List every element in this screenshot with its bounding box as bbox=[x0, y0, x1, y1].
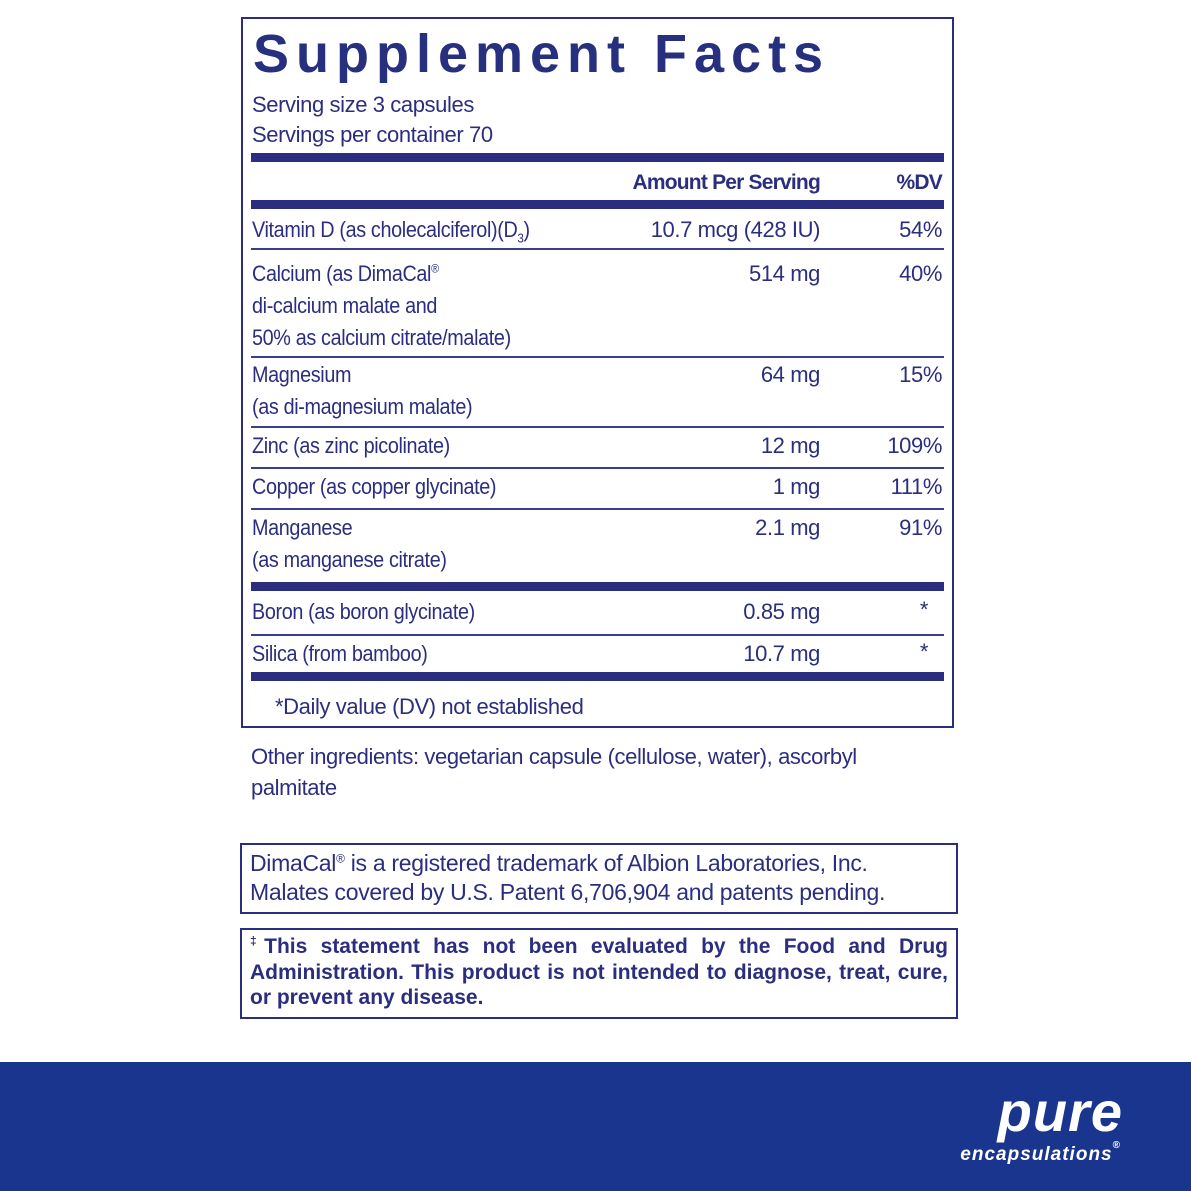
nutrient-dv: 54% bbox=[899, 217, 942, 242]
nutrient-amount: 514 mg bbox=[749, 261, 820, 286]
nutrient-amount: 12 mg bbox=[760, 433, 821, 458]
nutrient-dv: * bbox=[919, 597, 929, 622]
disclaimer-box: ‡This statement has not been evaluated b… bbox=[240, 928, 958, 1019]
nutrient-amount: 10.7 mcg (428 IU) bbox=[650, 217, 821, 242]
nutrient-amount: 64 mg bbox=[760, 362, 821, 387]
divider bbox=[251, 426, 944, 428]
brand-logo: pure bbox=[997, 1080, 1123, 1143]
nutrient-amount: 10.7 mg bbox=[743, 641, 820, 666]
divider bbox=[251, 467, 944, 469]
nutrient-dv: 91% bbox=[899, 515, 942, 540]
divider-thick bbox=[251, 582, 944, 591]
serving-size: Serving size 3 capsules bbox=[252, 92, 474, 117]
brand-banner: pure encapsulations® bbox=[0, 1062, 1191, 1191]
nutrient-amount: 0.85 mg bbox=[743, 599, 820, 624]
brand-logo-subtitle: encapsulations® bbox=[960, 1140, 1121, 1166]
divider bbox=[251, 508, 944, 510]
divider-thick bbox=[251, 672, 944, 681]
nutrient-name: Silica (from bamboo) bbox=[252, 641, 428, 666]
trademark-box: DimaCal® is a registered trademark of Al… bbox=[240, 843, 958, 914]
nutrient-name: Copper (as copper glycinate) bbox=[252, 474, 497, 499]
trademark-text: DimaCal® is a registered trademark of Al… bbox=[250, 850, 886, 905]
panel-title: Supplement Facts bbox=[253, 24, 831, 84]
servings-per-container: Servings per container 70 bbox=[252, 122, 493, 147]
nutrient-name: Magnesium (as di-magnesium malate) bbox=[252, 362, 473, 419]
nutrient-amount: 2.1 mg bbox=[755, 515, 820, 540]
divider-thick bbox=[251, 200, 944, 209]
header-amount: Amount Per Serving bbox=[632, 171, 821, 194]
nutrient-name: Zinc (as zinc picolinate) bbox=[252, 433, 450, 458]
nutrient-name: Calcium (as DimaCal® di-calcium malate an… bbox=[252, 261, 511, 350]
nutrient-dv: 40% bbox=[899, 261, 942, 286]
disclaimer-text: ‡This statement has not been evaluated b… bbox=[250, 934, 948, 1009]
other-ingredients: Other ingredients: vegetarian capsule (c… bbox=[251, 744, 857, 800]
nutrient-dv: 109% bbox=[887, 433, 942, 458]
footnote: *Daily value (DV) not established bbox=[275, 694, 584, 719]
supplement-facts-panel: Supplement Facts Serving size 3 capsules… bbox=[241, 17, 954, 728]
nutrient-dv: 15% bbox=[899, 362, 942, 387]
divider-thick bbox=[251, 153, 944, 162]
nutrient-dv: 111% bbox=[890, 474, 943, 499]
nutrient-name: Manganese (as manganese citrate) bbox=[252, 515, 447, 572]
nutrient-name: Vitamin D (as cholecalciferol)(D3) bbox=[252, 217, 530, 246]
header-dv: %DV bbox=[896, 171, 943, 194]
nutrient-amount: 1 mg bbox=[772, 474, 821, 499]
divider bbox=[251, 356, 944, 358]
divider bbox=[251, 634, 944, 636]
divider bbox=[251, 248, 944, 250]
nutrient-dv: * bbox=[919, 639, 929, 664]
nutrient-name: Boron (as boron glycinate) bbox=[252, 599, 475, 624]
